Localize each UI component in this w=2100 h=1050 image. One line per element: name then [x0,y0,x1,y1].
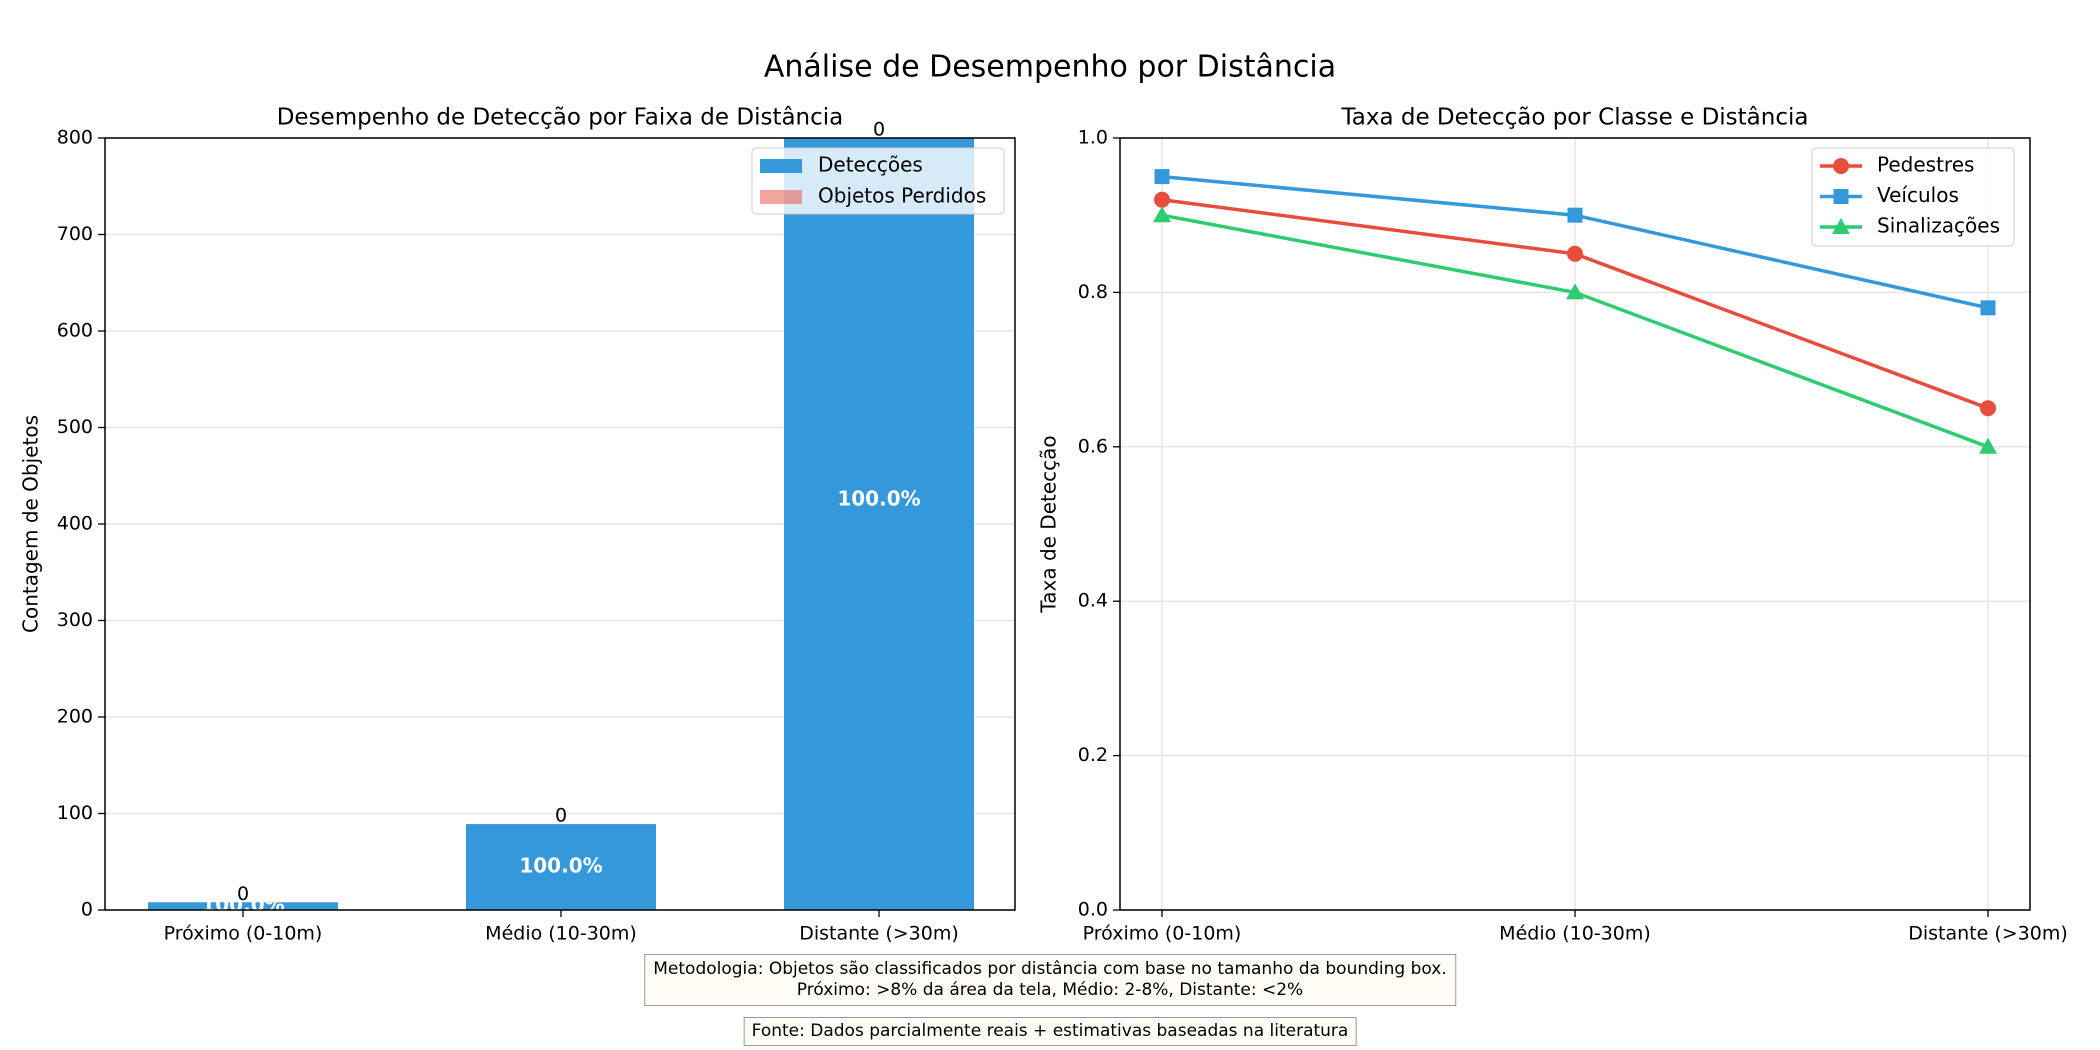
source-note: Fonte: Dados parcialmente reais + estima… [743,1017,1357,1046]
data-point [1980,300,1996,316]
data-point [1979,437,1997,454]
y-tick-label: 800 [57,127,93,149]
source-text: Fonte: Dados parcialmente reais + estima… [751,1021,1349,1041]
bar-top-label: 0 [873,119,885,141]
y-tick-label: 1.0 [1078,127,1108,149]
x-tick-label: Próximo (0-10m) [164,923,323,945]
data-point [1567,207,1583,223]
x-tick-label: Distante (>30m) [799,923,959,945]
legend-label: Pedestres [1877,153,1974,177]
data-point [1567,245,1583,262]
legend-label: Detecções [818,153,923,177]
plot-frame [104,137,1016,911]
y-tick-label: 0.8 [1078,281,1108,303]
data-point [1154,191,1170,208]
methodology-note: Metodologia: Objetos são classificados p… [644,954,1456,1006]
figure-title: Análise de Desempenho por Distância [764,50,1336,85]
legend-marker [1832,218,1850,234]
methodology-line-2: Próximo: >8% da área da tela, Médio: 2-8… [796,980,1304,1000]
y-axis-label: Contagem de Objetos [19,415,43,633]
y-tick-label: 0 [81,899,93,921]
bar-percent-label: 100.0% [519,854,602,878]
legend-box [1811,147,2015,247]
legend-label: Veículos [1877,183,1959,207]
legend-swatch [760,159,802,173]
series-pedestres [1154,191,1996,417]
y-tick-label: 400 [57,513,93,535]
y-tick-label: 600 [57,320,93,342]
data-point [1154,169,1170,185]
bar-percent-label: 100.0% [837,486,920,510]
bar-top-label: 0 [237,883,249,905]
y-tick-label: 500 [57,416,93,438]
y-tick-label: 0.4 [1078,590,1108,612]
legend-label: Objetos Perdidos [818,184,986,208]
series-veículos [1154,169,1996,316]
chart-title: Desempenho de Detecção por Faixa de Dist… [277,105,844,131]
legend-marker [1833,189,1849,204]
legend-box [751,147,1005,215]
series-sinalizações [1153,206,1997,454]
legend: Detecções Objetos Perdidos [751,147,1005,215]
bar-detections [466,824,656,910]
x-tick-label: Médio (10-30m) [1499,923,1651,945]
bar-top-label: 0 [555,805,567,827]
bar-detections [784,138,974,910]
bar-detections [148,902,338,910]
y-tick-label: 0.2 [1078,744,1108,766]
data-point [1566,283,1584,300]
legend-swatch [760,190,802,204]
y-tick-label: 300 [57,609,93,631]
x-tick-label: Médio (10-30m) [485,923,637,945]
y-tick-label: 0.6 [1078,435,1108,457]
data-point [1980,400,1996,417]
y-tick-label: 200 [57,706,93,728]
y-axis-label: Taxa de Detecção [1037,435,1061,613]
plot-frame [1119,137,2031,911]
chart-title: Taxa de Detecção por Classe e Distância [1341,105,1809,131]
data-point [1153,206,1171,223]
y-tick-label: 100 [57,802,93,824]
bars-group [148,138,974,910]
line-chart: 0.0 0.2 0.4 0.6 0.8 1.0 Próximo (0-10m) Médio (… [1037,105,2068,945]
legend-label: Sinalizações [1877,214,2000,238]
legend: Pedestres Veículos Sinalizações [1811,147,2015,247]
legend-marker [1833,158,1849,174]
bar-chart: 0 100 200 300 400 500 600 700 800 100.0% 0 Próximo … [19,105,1016,945]
y-tick-label: 700 [57,223,93,245]
x-tick-label: Próximo (0-10m) [1083,923,1242,945]
y-tick-label: 0.0 [1078,899,1108,921]
x-tick-label: Distante (>30m) [1908,923,2068,945]
methodology-line-1: Metodologia: Objetos são classificados p… [653,959,1447,979]
